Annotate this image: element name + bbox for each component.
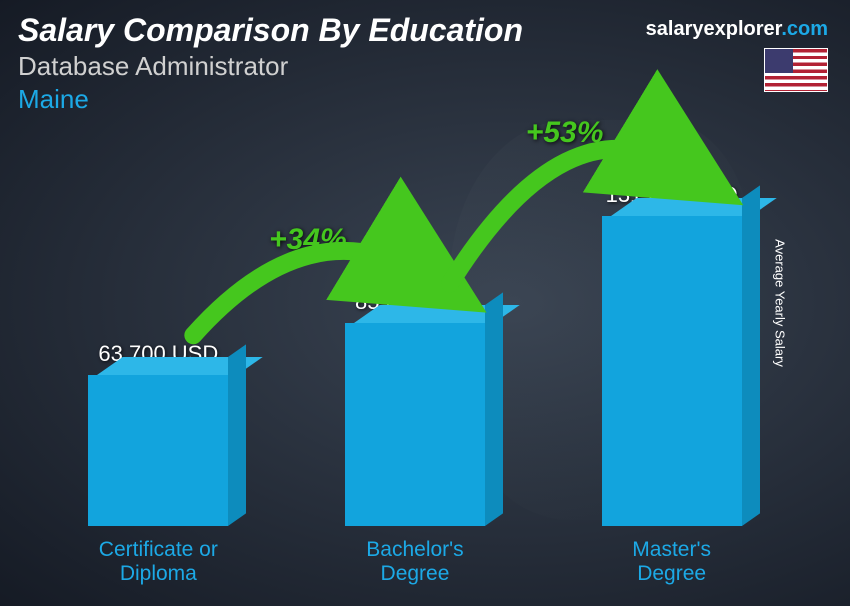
bar-group: 63,700 USD (58, 341, 258, 526)
bar-category-label: Certificate orDiploma (58, 538, 258, 586)
bar-front-face (88, 375, 228, 526)
chart-container: Salary Comparison By Education Database … (0, 0, 850, 606)
brand-tld: .com (781, 18, 828, 40)
bar (345, 323, 485, 526)
bar-group: 131,000 USD (572, 182, 772, 526)
chart-title: Salary Comparison By Education (18, 12, 523, 49)
bar-front-face (345, 323, 485, 526)
bar-category-label: Bachelor'sDegree (315, 538, 515, 586)
bar-side-face (485, 293, 503, 526)
brand-text: salaryexplorer (646, 18, 782, 40)
bar (88, 375, 228, 526)
bar-front-face (602, 216, 742, 526)
bars-row: 63,700 USD 85,600 USD 131,000 USD (30, 166, 800, 526)
bar-group: 85,600 USD (315, 289, 515, 526)
bar-side-face (742, 185, 760, 526)
chart-area: 63,700 USD 85,600 USD 131,000 USD Certif… (30, 140, 800, 586)
chart-subtitle: Database Administrator (18, 51, 523, 82)
chart-location: Maine (18, 84, 523, 115)
bar (602, 216, 742, 526)
header: Salary Comparison By Education Database … (18, 12, 523, 115)
labels-row: Certificate orDiploma Bachelor'sDegree Mas… (30, 538, 800, 586)
flag-canton (765, 49, 793, 73)
brand-logo: salaryexplorer.com (646, 18, 828, 41)
y-axis-label: Average Yearly Salary (773, 239, 788, 367)
bar-category-label: Master'sDegree (572, 538, 772, 586)
flag-icon (764, 48, 828, 92)
bar-side-face (228, 345, 246, 526)
